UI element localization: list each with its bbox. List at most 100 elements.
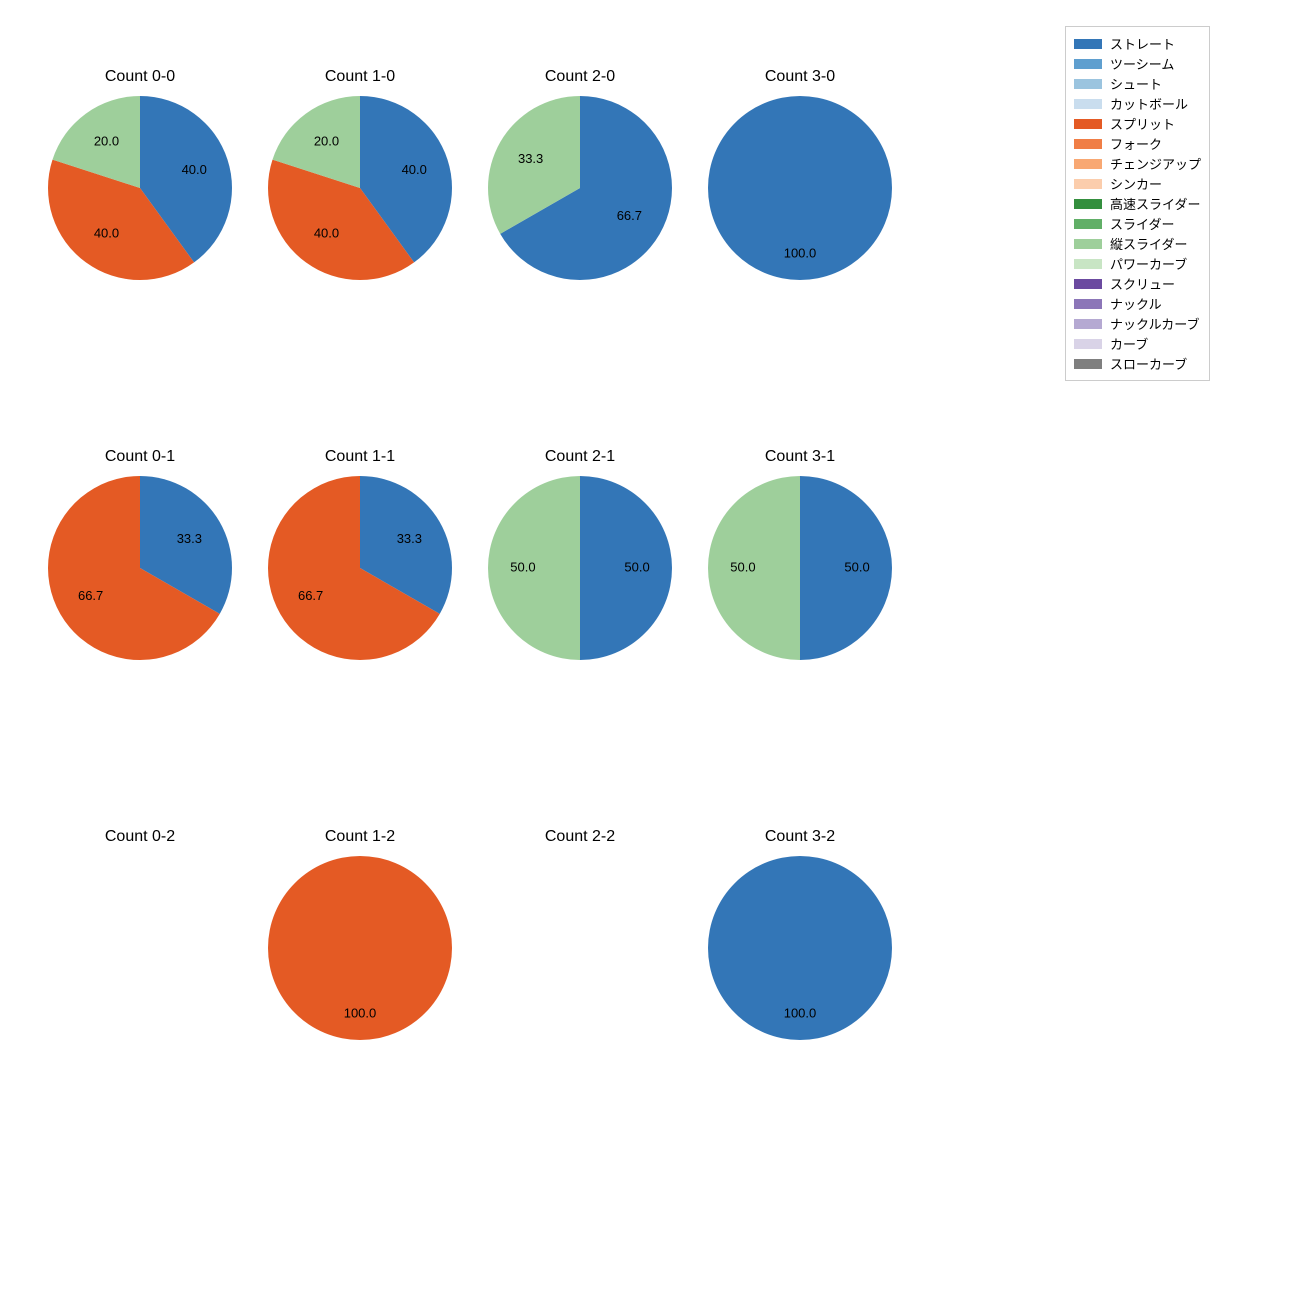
legend-label: スライダー — [1110, 214, 1174, 233]
subplot: Count 3-1 50.0 50.0 — [690, 420, 910, 800]
legend-label: チェンジアップ — [1110, 154, 1201, 173]
legend-label: シンカー — [1110, 174, 1162, 193]
subplot-title: Count 0-0 — [30, 68, 250, 86]
subplot-title: Count 3-2 — [690, 828, 910, 846]
legend-item: ストレート — [1074, 34, 1201, 53]
subplot-title: Count 1-2 — [250, 828, 470, 846]
legend-label: スプリット — [1110, 114, 1175, 133]
pie-chart: 66.7 33.3 — [486, 94, 674, 282]
legend-label: シュート — [1110, 74, 1162, 93]
legend-label: スローカーブ — [1110, 354, 1187, 373]
legend-swatch — [1074, 279, 1102, 289]
legend-swatch — [1074, 219, 1102, 229]
pie-pct-label: 50.0 — [510, 559, 535, 574]
subplot: Count 1-2 100.0 — [250, 800, 470, 1180]
pie-pct-label: 50.0 — [844, 559, 869, 574]
subplot: Count 1-0 40.0 40.0 20.0 — [250, 40, 470, 420]
subplot: Count 3-2 100.0 — [690, 800, 910, 1180]
subplot: Count 1-1 33.3 66.7 — [250, 420, 470, 800]
legend-swatch — [1074, 319, 1102, 329]
legend-item: ナックル — [1074, 294, 1201, 313]
pie-pct-label: 100.0 — [344, 1005, 377, 1020]
legend-swatch — [1074, 339, 1102, 349]
legend-swatch — [1074, 119, 1102, 129]
subplot-title: Count 0-1 — [30, 448, 250, 466]
subplot-title: Count 1-0 — [250, 68, 470, 86]
pie-chart: 100.0 — [706, 854, 894, 1042]
pie-chart: 100.0 — [706, 94, 894, 282]
subplot: Count 2-2 — [470, 800, 690, 1180]
pie-pct-label: 40.0 — [94, 226, 119, 241]
pie-chart: 50.0 50.0 — [486, 474, 674, 662]
legend-label: フォーク — [1110, 134, 1162, 153]
legend-label: ナックル — [1110, 294, 1162, 313]
legend-item: パワーカーブ — [1074, 254, 1201, 273]
legend-item: スクリュー — [1074, 274, 1201, 293]
legend-swatch — [1074, 159, 1102, 169]
pie-pct-label: 100.0 — [784, 1005, 817, 1020]
legend: ストレートツーシームシュートカットボールスプリットフォークチェンジアップシンカー… — [1065, 26, 1210, 381]
subplot: Count 2-1 50.0 50.0 — [470, 420, 690, 800]
legend-label: カットボール — [1110, 94, 1188, 113]
subplot-title: Count 2-1 — [470, 448, 690, 466]
pie-chart: 40.0 40.0 20.0 — [46, 94, 234, 282]
legend-swatch — [1074, 179, 1102, 189]
pie-chart: 33.3 66.7 — [46, 474, 234, 662]
pie-pct-label: 66.7 — [617, 208, 642, 223]
pie-pct-label: 66.7 — [78, 588, 103, 603]
legend-label: 縦スライダー — [1110, 234, 1187, 253]
legend-item: 縦スライダー — [1074, 234, 1201, 253]
legend-label: スクリュー — [1110, 274, 1175, 293]
pie-pct-label: 33.3 — [518, 151, 543, 166]
legend-swatch — [1074, 259, 1102, 269]
legend-label: ナックルカーブ — [1110, 314, 1199, 333]
subplot-title: Count 0-2 — [30, 828, 250, 846]
legend-swatch — [1074, 199, 1102, 209]
pie-pct-label: 66.7 — [298, 588, 323, 603]
subplot-title: Count 2-2 — [470, 828, 690, 846]
pie-chart: 100.0 — [266, 854, 454, 1042]
pie-pct-label: 40.0 — [314, 226, 339, 241]
subplot: Count 0-0 40.0 40.0 20.0 — [30, 40, 250, 420]
legend-label: パワーカーブ — [1110, 254, 1187, 273]
pie-chart: 50.0 50.0 — [706, 474, 894, 662]
subplot: Count 2-0 66.7 33.3 — [470, 40, 690, 420]
legend-item: スプリット — [1074, 114, 1201, 133]
subplot-title: Count 3-0 — [690, 68, 910, 86]
subplot-title: Count 1-1 — [250, 448, 470, 466]
legend-swatch — [1074, 79, 1102, 89]
chart-canvas: Count 0-0 40.0 40.0 20.0 Count 1-0 40.0 40.0 20… — [0, 0, 1300, 1300]
subplot: Count 3-0 100.0 — [690, 40, 910, 420]
pie-pct-label: 50.0 — [624, 559, 649, 574]
legend-swatch — [1074, 359, 1102, 369]
pie-chart: 40.0 40.0 20.0 — [266, 94, 454, 282]
pie-pct-label: 50.0 — [730, 559, 755, 574]
legend-swatch — [1074, 39, 1102, 49]
legend-item: スローカーブ — [1074, 354, 1201, 373]
pie-pct-label: 33.3 — [397, 531, 422, 546]
legend-label: カーブ — [1110, 334, 1148, 353]
pie-pct-label: 33.3 — [177, 531, 202, 546]
pie-pct-label: 40.0 — [182, 162, 207, 177]
legend-swatch — [1074, 299, 1102, 309]
legend-item: シンカー — [1074, 174, 1201, 193]
legend-item: スライダー — [1074, 214, 1201, 233]
subplot-title: Count 2-0 — [470, 68, 690, 86]
pie-pct-label: 20.0 — [94, 133, 119, 148]
legend-swatch — [1074, 59, 1102, 69]
pie-pct-label: 40.0 — [402, 162, 427, 177]
legend-swatch — [1074, 99, 1102, 109]
pie-pct-label: 20.0 — [314, 133, 339, 148]
legend-item: ツーシーム — [1074, 54, 1201, 73]
subplot: Count 0-2 — [30, 800, 250, 1180]
legend-item: フォーク — [1074, 134, 1201, 153]
pie-pct-label: 100.0 — [784, 245, 817, 260]
legend-item: シュート — [1074, 74, 1201, 93]
subplot-title: Count 3-1 — [690, 448, 910, 466]
legend-label: ストレート — [1110, 34, 1175, 53]
subplot: Count 0-1 33.3 66.7 — [30, 420, 250, 800]
legend-item: チェンジアップ — [1074, 154, 1201, 173]
legend-swatch — [1074, 139, 1102, 149]
legend-item: カーブ — [1074, 334, 1201, 353]
legend-label: 高速スライダー — [1110, 194, 1200, 213]
